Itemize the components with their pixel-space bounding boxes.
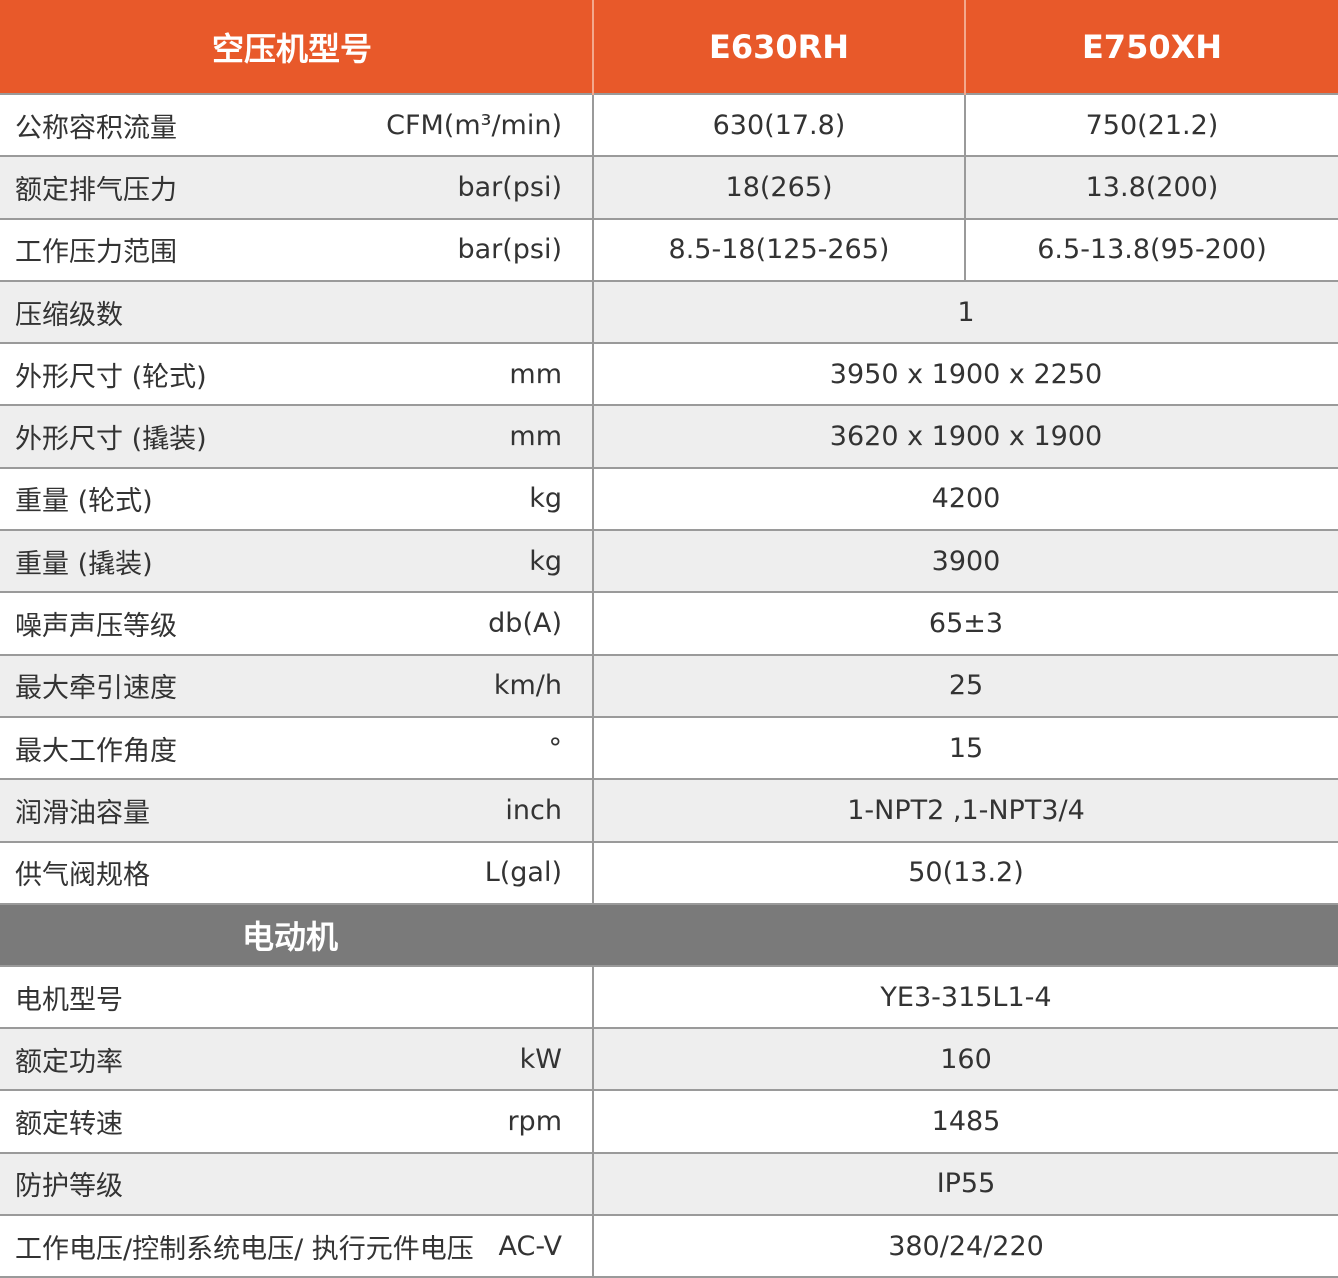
row-label: 外形尺寸 (轮式) mm: [0, 342, 594, 406]
section-header-motor: 电动机: [0, 902, 1338, 966]
row-label: 最大工作角度 °: [0, 715, 594, 780]
value-shared: 3900: [593, 529, 1338, 593]
row-label: 外形尺寸 (撬装) mm: [0, 404, 594, 468]
table-row: 噪声声压等级 db(A) 65±3: [0, 591, 1338, 655]
table-row: 压缩级数 1: [0, 279, 1338, 344]
param-unit: rpm: [507, 1106, 562, 1138]
param-name: 重量 (轮式): [15, 486, 153, 518]
param-unit: kg: [529, 483, 562, 515]
row-label: 噪声声压等级 db(A): [0, 591, 594, 655]
param-unit: kg: [529, 545, 562, 577]
table-row: 最大工作角度 ° 15: [0, 715, 1338, 780]
value-e630rh: 630(17.8): [593, 92, 966, 157]
row-label: 电机型号: [0, 964, 594, 1029]
value-e750xh: 750(21.2): [965, 92, 1338, 157]
table-row: 工作压力范围 bar(psi) 8.5-18(125-265) 6.5-13.8…: [0, 217, 1338, 281]
table-row: 润滑油容量 inch 1-NPT2 ,1-NPT3/4: [0, 778, 1338, 842]
row-label: 工作压力范围 bar(psi): [0, 217, 594, 281]
param-name: 防护等级: [15, 1171, 123, 1203]
value-e750xh: 13.8(200): [965, 155, 1338, 219]
table-row: 额定转速 rpm 1485: [0, 1089, 1338, 1153]
row-label: 额定功率 kW: [0, 1027, 594, 1091]
model-e630rh: E630RH: [593, 0, 966, 94]
param-name: 最大工作角度: [15, 735, 177, 767]
param-unit: kW: [519, 1043, 562, 1075]
header-row: 空压机型号 E630RH E750XH: [0, 0, 1338, 94]
param-unit: CFM(m³/min): [386, 109, 562, 141]
param-name: 噪声声压等级: [15, 611, 177, 643]
value-shared: 1485: [593, 1089, 1338, 1153]
value-shared: 25: [593, 653, 1338, 717]
value-shared: 4200: [593, 466, 1338, 531]
param-name: 压缩级数: [15, 299, 123, 331]
section-title: 电动机: [0, 902, 1338, 966]
table-row: 外形尺寸 (轮式) mm 3950 x 1900 x 2250: [0, 342, 1338, 406]
table-row: 额定排气压力 bar(psi) 18(265) 13.8(200): [0, 155, 1338, 219]
value-e750xh: 6.5-13.8(95-200): [965, 217, 1338, 281]
param-name: 额定排气压力: [15, 174, 177, 206]
table-row: 公称容积流量 CFM(m³/min) 630(17.8) 750(21.2): [0, 92, 1338, 157]
table-row: 重量 (撬装) kg 3900: [0, 529, 1338, 593]
row-label: 最大牵引速度 km/h: [0, 653, 594, 717]
value-shared: 380/24/220: [593, 1214, 1338, 1278]
param-name: 公称容积流量: [15, 112, 177, 144]
param-name: 供气阀规格: [15, 860, 150, 892]
table-row: 工作电压/控制系统电压/ 执行元件电压 AC-V 380/24/220: [0, 1214, 1338, 1278]
param-name: 外形尺寸 (撬装): [15, 424, 207, 456]
param-unit: °: [548, 732, 563, 764]
value-shared: 3950 x 1900 x 2250: [593, 342, 1338, 406]
value-shared: 1-NPT2 ,1-NPT3/4: [593, 778, 1338, 842]
param-unit: L(gal): [484, 857, 562, 889]
value-shared: YE3-315L1-4: [593, 964, 1338, 1029]
table-row: 防护等级 IP55: [0, 1151, 1338, 1216]
param-name: 工作电压/控制系统电压/ 执行元件电压: [15, 1233, 474, 1265]
value-shared: 15: [593, 715, 1338, 780]
model-e750xh: E750XH: [965, 0, 1338, 94]
param-unit: mm: [509, 421, 562, 453]
row-label: 重量 (撬装) kg: [0, 529, 594, 593]
param-unit: mm: [509, 358, 562, 390]
table-row: 额定功率 kW 160: [0, 1027, 1338, 1091]
param-name: 重量 (撬装): [15, 548, 153, 580]
table-row: 最大牵引速度 km/h 25: [0, 653, 1338, 717]
value-shared: 160: [593, 1027, 1338, 1091]
param-name: 最大牵引速度: [15, 673, 177, 705]
param-unit: bar(psi): [457, 234, 562, 266]
param-unit: km/h: [493, 670, 562, 702]
param-name: 额定功率: [15, 1046, 123, 1078]
row-label: 公称容积流量 CFM(m³/min): [0, 92, 594, 157]
table-row: 外形尺寸 (撬装) mm 3620 x 1900 x 1900: [0, 404, 1338, 468]
row-label: 重量 (轮式) kg: [0, 466, 594, 531]
row-label: 润滑油容量 inch: [0, 778, 594, 842]
value-shared: 50(13.2): [593, 840, 1338, 904]
value-shared: 65±3: [593, 591, 1338, 655]
param-unit: bar(psi): [457, 171, 562, 203]
table-row: 供气阀规格 L(gal) 50(13.2): [0, 840, 1338, 904]
param-name: 工作压力范围: [15, 237, 177, 269]
row-label: 额定转速 rpm: [0, 1089, 594, 1153]
param-unit: inch: [505, 794, 562, 826]
param-name: 外形尺寸 (轮式): [15, 361, 207, 393]
value-shared: 1: [593, 279, 1338, 344]
param-name: 润滑油容量: [15, 797, 150, 829]
value-shared: 3620 x 1900 x 1900: [593, 404, 1338, 468]
table-title: 空压机型号: [0, 0, 594, 94]
row-label: 防护等级: [0, 1151, 594, 1216]
param-name: 电机型号: [15, 984, 123, 1016]
row-label: 工作电压/控制系统电压/ 执行元件电压 AC-V: [0, 1214, 594, 1278]
param-unit: db(A): [488, 608, 562, 640]
param-name: 额定转速: [15, 1109, 123, 1141]
value-e630rh: 18(265): [593, 155, 966, 219]
row-label: 额定排气压力 bar(psi): [0, 155, 594, 219]
row-label: 压缩级数: [0, 279, 594, 344]
table-row: 重量 (轮式) kg 4200: [0, 466, 1338, 531]
row-label: 供气阀规格 L(gal): [0, 840, 594, 904]
value-e630rh: 8.5-18(125-265): [593, 217, 966, 281]
param-unit: AC-V: [498, 1230, 562, 1262]
table-row: 电机型号 YE3-315L1-4: [0, 964, 1338, 1029]
value-shared: IP55: [593, 1151, 1338, 1216]
